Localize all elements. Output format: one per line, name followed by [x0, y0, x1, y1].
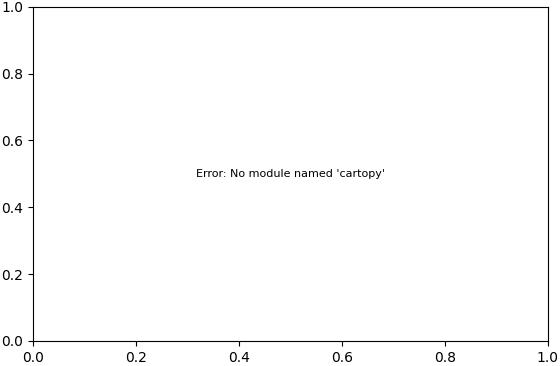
Text: Error: No module named 'cartopy': Error: No module named 'cartopy': [196, 169, 385, 179]
